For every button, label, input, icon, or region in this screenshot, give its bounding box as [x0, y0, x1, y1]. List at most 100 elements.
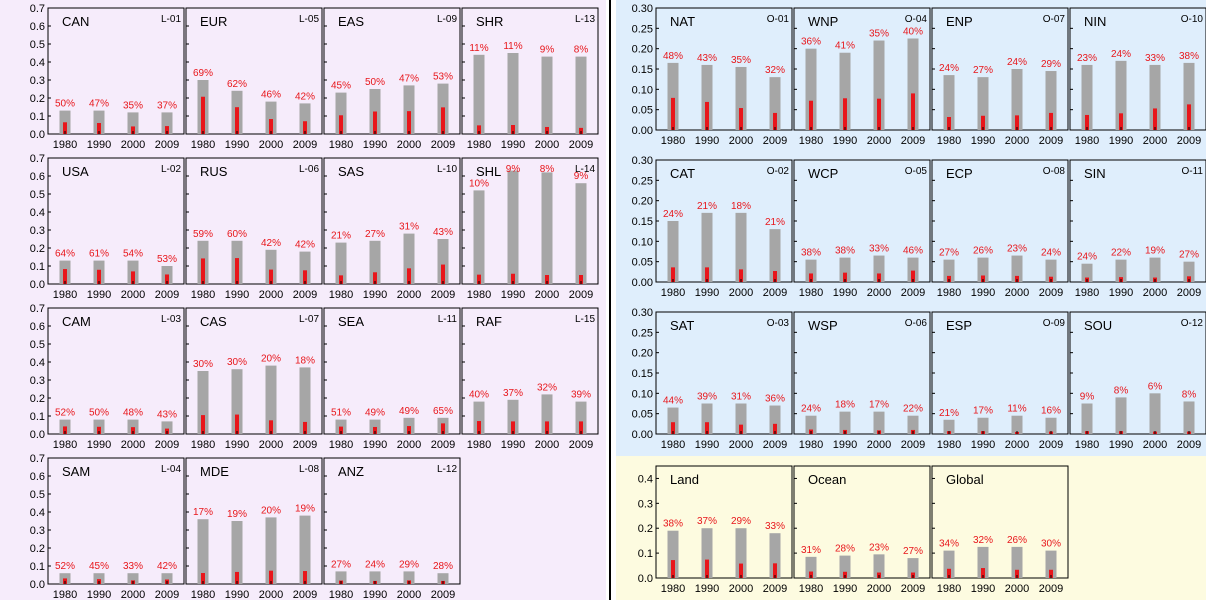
x-tick-label: 1990 — [501, 439, 525, 451]
bar-part — [131, 271, 135, 284]
x-tick-label: 2009 — [155, 589, 179, 600]
bar-total — [93, 573, 105, 584]
panel-mde: 17% 1980 19% 1990 20% 2000 19% 2009 MDE L-08 — [185, 457, 323, 600]
x-tick-label: 2009 — [901, 287, 925, 299]
bar-part — [373, 111, 377, 134]
data-label: 44% — [663, 396, 683, 407]
region-code: O-09 — [1043, 318, 1066, 329]
bar-part — [511, 421, 515, 434]
bar-total — [839, 411, 851, 434]
y-tick-label: 0.20 — [632, 44, 653, 56]
x-tick-label: 1990 — [225, 589, 249, 600]
x-tick-label: 2009 — [901, 135, 925, 147]
x-tick-label: 1980 — [191, 439, 215, 451]
bar-total — [93, 110, 105, 134]
x-tick-label: 2000 — [1005, 135, 1029, 147]
plot-frame — [323, 157, 461, 285]
data-label: 10% — [469, 178, 489, 189]
x-tick-label: 2000 — [729, 287, 753, 299]
bar-part — [773, 112, 777, 130]
data-label: 8% — [574, 45, 589, 56]
x-tick-label: 2000 — [535, 289, 559, 301]
bar-part — [773, 271, 777, 282]
region-name: USA — [62, 164, 89, 179]
data-label: 8% — [1114, 385, 1129, 396]
bar-total — [1045, 417, 1057, 434]
panel-raf: 40% 1980 37% 1990 32% 2000 39% 2009 RAF L-15 — [461, 307, 599, 451]
x-tick-label: 2009 — [763, 287, 787, 299]
data-label: 37% — [503, 388, 523, 399]
y-tick-label: 0.2 — [638, 523, 653, 535]
bar-total — [907, 415, 919, 434]
region-name: SHL — [476, 164, 501, 179]
bar-part — [671, 267, 675, 282]
bar-total — [473, 401, 485, 434]
bar-part — [911, 270, 915, 282]
data-label: 33% — [765, 521, 785, 532]
x-tick-label: 2000 — [867, 135, 891, 147]
region-code: L-06 — [299, 164, 319, 175]
x-tick-label: 1990 — [971, 583, 995, 595]
bar-part — [339, 115, 343, 134]
data-label: 45% — [331, 81, 351, 92]
x-tick-label: 1980 — [329, 139, 353, 151]
data-label: 50% — [89, 408, 109, 419]
x-tick-label: 2009 — [763, 135, 787, 147]
data-label: 32% — [765, 65, 785, 76]
bar-total — [541, 394, 553, 434]
bar-part — [201, 415, 205, 434]
bar-part — [579, 275, 583, 284]
bar-total — [805, 48, 817, 130]
y-tick-label: 0.6 — [30, 321, 45, 333]
bar-part — [705, 267, 709, 282]
data-label: 50% — [55, 99, 75, 110]
bar-part — [545, 126, 549, 134]
data-label: 27% — [939, 248, 959, 259]
data-label: 22% — [1111, 248, 1131, 259]
y-tick-label: 0.0 — [30, 129, 45, 141]
panel-ecp: 27% 1980 26% 1990 23% 2000 24% 2009 ECP O-08 — [931, 159, 1069, 299]
bar-part — [1187, 104, 1191, 130]
data-label: 29% — [399, 559, 419, 570]
region-name: NIN — [1084, 14, 1106, 29]
plot-frame — [461, 307, 599, 435]
data-label: 38% — [663, 519, 683, 530]
region-name: WSP — [808, 318, 838, 333]
bar-part — [1153, 108, 1157, 130]
bar-part — [303, 571, 307, 584]
region-code: L-12 — [437, 464, 457, 475]
x-tick-label: 1980 — [799, 439, 823, 451]
bar-total — [403, 233, 415, 284]
x-tick-label: 1990 — [87, 589, 111, 600]
bar-part — [165, 274, 169, 284]
region-name: EAS — [338, 14, 364, 29]
x-tick-label: 2009 — [155, 439, 179, 451]
x-tick-label: 2009 — [1039, 439, 1063, 451]
bar-total — [197, 371, 209, 434]
data-label: 59% — [193, 229, 213, 240]
data-label: 47% — [89, 99, 109, 110]
panel-wcp: 38% 1980 38% 1990 33% 2000 46% 2009 WCP O-05 — [793, 159, 931, 299]
x-tick-label: 2009 — [431, 589, 455, 600]
x-tick-label: 1980 — [661, 135, 685, 147]
data-label: 20% — [261, 505, 281, 516]
bar-total — [1115, 397, 1127, 434]
x-tick-label: 1990 — [971, 135, 995, 147]
bar-part — [407, 111, 411, 134]
plot-frame — [185, 457, 323, 585]
bar-total — [839, 555, 851, 578]
y-tick-label: 0.5 — [30, 339, 45, 351]
bar-part — [441, 264, 445, 284]
data-label: 17% — [869, 400, 889, 411]
data-label: 69% — [193, 68, 213, 79]
y-tick-label: 0.10 — [632, 236, 653, 248]
x-tick-label: 1980 — [191, 589, 215, 600]
bar-total — [127, 573, 139, 584]
data-label: 38% — [1179, 51, 1199, 62]
bar-total — [369, 571, 381, 584]
x-tick-label: 1990 — [833, 135, 857, 147]
panel-nin: 23% 1980 24% 1990 33% 2000 38% 2009 NIN O-10 — [1069, 7, 1206, 147]
bar-part — [235, 414, 239, 434]
y-tick-label: 0.15 — [632, 368, 653, 380]
